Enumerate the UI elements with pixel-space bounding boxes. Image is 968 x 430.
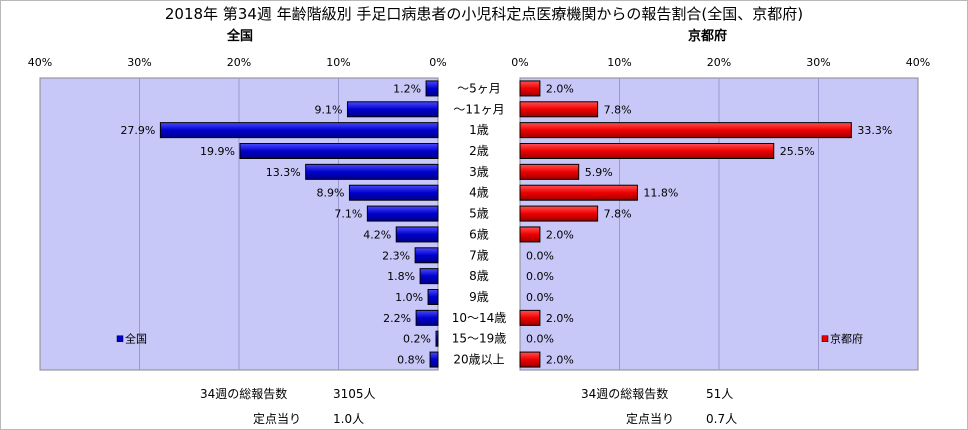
national-bar bbox=[419, 268, 439, 285]
national-data-label: 4.2% bbox=[363, 228, 391, 241]
category-label: 1歳 bbox=[469, 123, 489, 137]
national-data-label: 7.1% bbox=[334, 208, 362, 221]
category-label: 6歳 bbox=[469, 227, 489, 241]
national-data-label: 1.8% bbox=[387, 270, 415, 283]
kyoto-bar bbox=[519, 101, 599, 118]
national-data-label: 8.9% bbox=[316, 187, 344, 200]
national-data-label: 13.3% bbox=[266, 166, 301, 179]
national-bar bbox=[415, 309, 439, 326]
right-tick-label: 30% bbox=[806, 56, 830, 69]
national-per-label: 定点当り bbox=[253, 412, 302, 426]
national-bar bbox=[395, 226, 439, 243]
national-data-label: 2.2% bbox=[383, 312, 411, 325]
national-bar bbox=[239, 143, 439, 159]
national-per-value: 1.0人 bbox=[333, 412, 365, 426]
national-bar bbox=[348, 184, 439, 201]
category-label: ～5ヶ月 bbox=[457, 81, 501, 95]
national-bar bbox=[159, 122, 439, 139]
kyoto-data-label: 2.0% bbox=[546, 82, 574, 95]
kyoto-data-label: 2.0% bbox=[546, 228, 574, 241]
national-data-label: 9.1% bbox=[315, 103, 343, 116]
left-tick-label: 10% bbox=[326, 56, 350, 69]
category-label: 9歳 bbox=[469, 290, 489, 304]
category-label: 8歳 bbox=[469, 269, 489, 283]
left-tick-label: 30% bbox=[127, 56, 151, 69]
right-tick-label: 40% bbox=[906, 56, 930, 69]
national-bar bbox=[305, 163, 439, 180]
national-data-label: 27.9% bbox=[120, 124, 155, 137]
chart-title: 2018年 第34週 年齢階級別 手足口病患者の小児科定点医療機関からの報告割合… bbox=[164, 5, 804, 23]
kyoto-data-label: 5.9% bbox=[585, 166, 613, 179]
national-legend-label: 全国 bbox=[125, 332, 147, 346]
kyoto-data-label: 0.0% bbox=[526, 291, 554, 304]
kyoto-data-label: 0.0% bbox=[526, 249, 554, 262]
national-bar bbox=[435, 330, 439, 347]
kyoto-bar bbox=[519, 226, 541, 243]
category-label: 20歳以上 bbox=[453, 353, 504, 367]
kyoto-data-label: 2.0% bbox=[546, 354, 574, 367]
right-panel-title: 京都府 bbox=[688, 29, 728, 44]
national-data-label: 2.3% bbox=[382, 249, 410, 262]
category-label: 5歳 bbox=[469, 207, 489, 221]
kyoto-data-label: 25.5% bbox=[780, 145, 815, 158]
kyoto-total-label: 34週の総報告数 bbox=[581, 387, 669, 401]
left-tick-label: 20% bbox=[227, 56, 251, 69]
kyoto-data-label: 7.8% bbox=[604, 208, 632, 221]
left-tick-label: 40% bbox=[28, 56, 52, 69]
kyoto-legend-label: 京都府 bbox=[830, 332, 863, 346]
national-bar bbox=[414, 247, 439, 264]
kyoto-data-label: 11.8% bbox=[643, 187, 678, 200]
kyoto-bar bbox=[519, 184, 638, 201]
kyoto-data-label: 0.0% bbox=[526, 270, 554, 283]
national-data-label: 0.2% bbox=[403, 333, 431, 346]
national-bar bbox=[366, 205, 439, 222]
kyoto-total-value: 51人 bbox=[706, 387, 734, 401]
national-bar bbox=[429, 351, 439, 368]
kyoto-bar bbox=[519, 80, 541, 97]
category-label: 7歳 bbox=[469, 248, 489, 262]
category-label: 2歳 bbox=[469, 144, 489, 158]
right-tick-label: 10% bbox=[607, 56, 631, 69]
left-panel-title: 全国 bbox=[227, 29, 254, 44]
kyoto-per-label: 定点当り bbox=[626, 412, 675, 426]
category-label: 10～14歳 bbox=[452, 311, 507, 325]
national-total-label: 34週の総報告数 bbox=[200, 387, 288, 401]
kyoto-bar bbox=[519, 122, 852, 139]
kyoto-bar bbox=[519, 205, 599, 222]
national-bar bbox=[346, 101, 439, 118]
category-label: 15～19歳 bbox=[452, 332, 507, 346]
category-label: 3歳 bbox=[469, 165, 489, 179]
kyoto-data-label: 7.8% bbox=[604, 103, 632, 116]
national-data-label: 1.0% bbox=[395, 291, 423, 304]
kyoto-data-label: 2.0% bbox=[546, 312, 574, 325]
national-legend-swatch bbox=[116, 335, 124, 342]
kyoto-data-label: 0.0% bbox=[526, 333, 554, 346]
kyoto-bar bbox=[519, 163, 580, 180]
category-label: ～11ヶ月 bbox=[453, 102, 504, 116]
kyoto-bar bbox=[519, 309, 541, 326]
category-label: 4歳 bbox=[469, 186, 489, 200]
national-data-label: 19.9% bbox=[200, 145, 235, 158]
kyoto-per-value: 0.7人 bbox=[706, 412, 738, 426]
national-total-value: 3105人 bbox=[333, 387, 376, 401]
right-tick-label: 0% bbox=[511, 56, 528, 69]
national-bar bbox=[425, 80, 439, 97]
kyoto-legend-swatch bbox=[821, 335, 829, 342]
right-tick-label: 20% bbox=[707, 56, 731, 69]
national-data-label: 1.2% bbox=[393, 82, 421, 95]
kyoto-data-label: 33.3% bbox=[857, 124, 892, 137]
kyoto-bar bbox=[519, 143, 775, 159]
left-tick-label: 0% bbox=[429, 56, 446, 69]
national-data-label: 0.8% bbox=[397, 354, 425, 367]
kyoto-bar bbox=[519, 351, 541, 368]
national-bar bbox=[427, 289, 439, 305]
